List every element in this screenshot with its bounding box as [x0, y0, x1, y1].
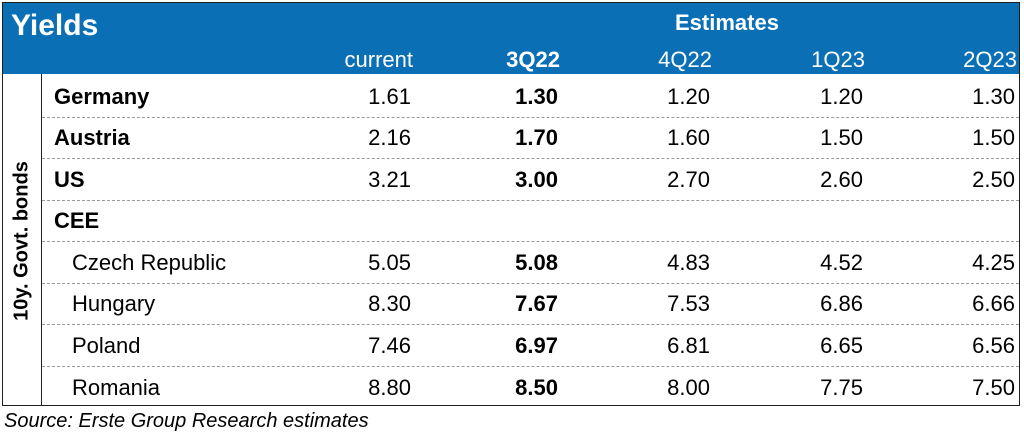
column-header-2q23: 2Q23	[963, 47, 1017, 72]
cell-current: 8.80	[368, 374, 411, 400]
cell-4q22: 7.53	[667, 291, 710, 316]
cell-4q22: 4.83	[667, 250, 710, 275]
cell-2q23: 6.66	[972, 291, 1015, 316]
cell-1q23: 6.65	[820, 333, 863, 358]
row-label: US	[54, 167, 85, 192]
cell-3q22: 7.67	[515, 291, 558, 316]
cell-1q23: 1.50	[820, 125, 863, 150]
cell-2q23: 6.56	[972, 333, 1015, 358]
table-header: Yields Estimates current 3Q22 4Q22 1Q23 …	[3, 3, 1019, 74]
row-label: Germany	[54, 84, 150, 109]
column-header-3q22: 3Q22	[506, 47, 560, 72]
cell-4q22: 1.20	[667, 84, 710, 109]
table-row: Romania 8.80 8.50 8.00 7.75 7.50	[42, 367, 1019, 408]
cell-4q22: 1.60	[667, 125, 710, 150]
table-row: CEE	[42, 201, 1019, 242]
table-row: US 3.21 3.00 2.70 2.60 2.50	[42, 160, 1019, 201]
cell-4q22: 6.81	[667, 333, 710, 358]
cell-4q22: 8.00	[667, 374, 710, 400]
cell-current: 5.05	[368, 250, 411, 275]
cell-current: 8.30	[368, 291, 411, 316]
cell-1q23: 6.86	[820, 291, 863, 316]
table-row: Austria 2.16 1.70 1.60 1.50 1.50	[42, 118, 1019, 159]
cell-current: 2.16	[368, 125, 411, 150]
table-row: Hungary 8.30 7.67 7.53 6.86 6.66	[42, 284, 1019, 325]
row-label: CEE	[54, 208, 100, 233]
row-label: Austria	[54, 125, 130, 150]
yields-table: Yields Estimates current 3Q22 4Q22 1Q23 …	[2, 2, 1020, 406]
cell-3q22: 1.30	[515, 84, 558, 109]
cell-3q22: 1.70	[515, 125, 558, 150]
cell-2q23: 1.50	[972, 125, 1015, 150]
row-label: Poland	[72, 333, 141, 358]
estimates-header: Estimates	[675, 10, 779, 35]
cell-current: 1.61	[368, 84, 411, 109]
table-row: Czech Republic 5.05 5.08 4.83 4.52 4.25	[42, 243, 1019, 284]
cell-2q23: 2.50	[972, 167, 1015, 192]
cell-3q22: 6.97	[515, 333, 558, 358]
column-header-current: current	[344, 47, 413, 72]
cell-2q23: 7.50	[972, 374, 1015, 400]
cell-2q23: 1.30	[972, 84, 1015, 109]
cell-4q22: 2.70	[667, 167, 710, 192]
cell-3q22: 5.08	[515, 250, 558, 275]
cell-current: 7.46	[368, 333, 411, 358]
side-label: 10y. Govt. bonds	[10, 161, 33, 321]
table-title: Yields	[11, 9, 99, 42]
table-row: Poland 7.46 6.97 6.81 6.65 6.56	[42, 326, 1019, 367]
cell-current: 3.21	[368, 167, 411, 192]
row-label: Romania	[72, 374, 161, 400]
cell-1q23: 1.20	[820, 84, 863, 109]
side-label-area: 10y. Govt. bonds	[3, 74, 42, 405]
column-header-4q22: 4Q22	[658, 47, 712, 72]
cell-1q23: 7.75	[820, 374, 863, 400]
cell-1q23: 2.60	[820, 167, 863, 192]
cell-3q22: 3.00	[515, 167, 558, 192]
source-note: Source: Erste Group Research estimates	[4, 410, 369, 432]
cell-3q22: 8.50	[515, 374, 558, 400]
cell-1q23: 4.52	[820, 250, 863, 275]
table-row: Germany 1.61 1.30 1.20 1.20 1.30	[42, 77, 1019, 118]
cell-2q23: 4.25	[972, 250, 1015, 275]
column-header-1q23: 1Q23	[811, 47, 865, 72]
row-label: Hungary	[72, 291, 156, 316]
row-label: Czech Republic	[72, 250, 227, 275]
